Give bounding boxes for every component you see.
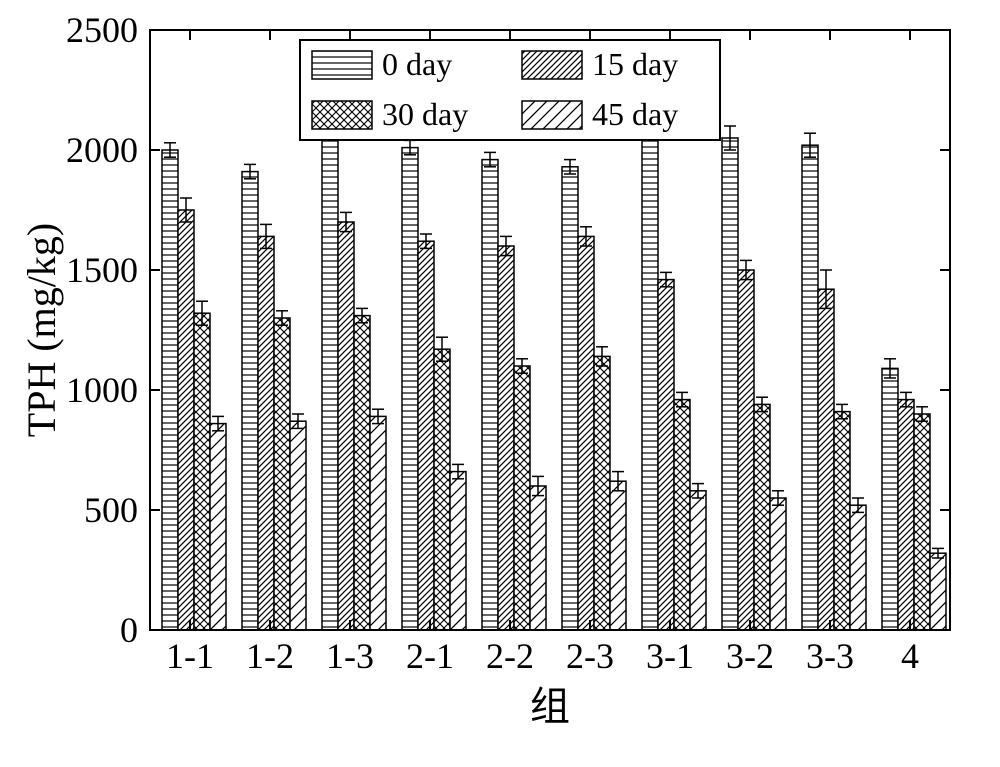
ytick-label: 1000 [66,370,138,410]
bar [770,498,786,630]
bar [498,246,514,630]
xtick-label: 2-1 [406,636,454,676]
bar [514,366,530,630]
bar [418,241,434,630]
bar [754,404,770,630]
bar [562,167,578,630]
bar [274,318,290,630]
ytick-label: 0 [120,610,138,650]
bar [690,491,706,630]
bar [338,222,354,630]
ytick-label: 500 [84,490,138,530]
bar [450,472,466,630]
bar [882,368,898,630]
bar [642,131,658,630]
bar [482,160,498,630]
bar [850,505,866,630]
bar [578,236,594,630]
bar [930,553,946,630]
bar [834,412,850,630]
bar [434,349,450,630]
bar [210,424,226,630]
bar [354,316,370,630]
bar [818,289,834,630]
xtick-label: 2-2 [486,636,534,676]
x-axis-label: 组 [530,684,570,729]
legend-label: 15 day [592,46,678,82]
bar [370,416,386,630]
bar [674,400,690,630]
legend-swatch [312,101,372,129]
bar [258,236,274,630]
bar [658,280,674,630]
bar [802,145,818,630]
bar [242,172,258,630]
xtick-label: 3-1 [646,636,694,676]
bar [738,270,754,630]
bar [594,356,610,630]
bar [722,138,738,630]
bar [322,126,338,630]
legend-label: 45 day [592,96,678,132]
xtick-label: 1-3 [326,636,374,676]
bar [610,481,626,630]
y-axis-label: TPH (mg/kg) [19,223,64,437]
bar [898,400,914,630]
bar [914,414,930,630]
ytick-label: 2500 [66,10,138,50]
bar [290,421,306,630]
tph-bar-chart: 0 500 1000 1500 2000 2500 1-1 1-2 1-3 2-1 2-2 2-3 3-… [0,0,1000,762]
legend-swatch [522,51,582,79]
xtick-label: 3-2 [726,636,774,676]
xtick-label: 1-2 [246,636,294,676]
legend-swatch [312,51,372,79]
bar [162,150,178,630]
xtick-label: 1-1 [166,636,214,676]
bar [194,313,210,630]
ytick-label: 2000 [66,130,138,170]
legend-swatch [522,101,582,129]
ytick-label: 1500 [66,250,138,290]
xtick-label: 2-3 [566,636,614,676]
legend-label: 30 day [382,96,468,132]
xtick-label: 3-3 [806,636,854,676]
legend-label: 0 day [382,46,452,82]
xtick-label: 4 [901,636,919,676]
bar [530,486,546,630]
bar [402,148,418,630]
chart-svg: 0 500 1000 1500 2000 2500 1-1 1-2 1-3 2-1 2-2 2-3 3-… [0,0,1000,762]
bar [178,210,194,630]
